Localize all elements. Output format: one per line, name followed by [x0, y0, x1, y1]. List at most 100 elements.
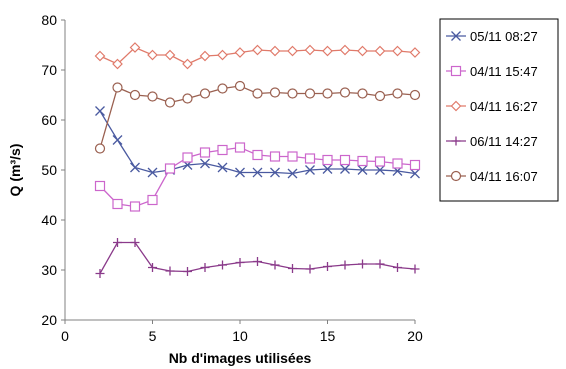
data-point: [94, 50, 106, 62]
data-point: [304, 88, 316, 99]
data-point: [269, 45, 281, 57]
data-point: [112, 198, 123, 210]
data-point: [130, 238, 140, 247]
data-point: [357, 45, 368, 57]
data-point: [182, 58, 193, 70]
data-point: [165, 266, 175, 276]
data-point: [94, 143, 106, 154]
data-point: [164, 97, 176, 108]
data-point: [287, 45, 298, 57]
x-tick-label: 0: [61, 328, 69, 344]
y-tick-label: 30: [41, 262, 57, 278]
x-tick-label: 20: [407, 328, 423, 344]
data-point: [199, 88, 211, 99]
series-1: [94, 142, 421, 212]
data-point: [410, 264, 420, 274]
data-point: [253, 257, 262, 266]
legend-marker: [450, 170, 462, 182]
data-point: [200, 263, 210, 272]
data-point: [374, 156, 386, 167]
data-point: [164, 163, 176, 174]
legend-label: 04/11 16:07: [470, 169, 538, 184]
data-point: [410, 168, 420, 179]
data-point: [235, 167, 245, 178]
data-point: [374, 45, 386, 57]
data-point: [409, 47, 421, 58]
data-point: [305, 165, 315, 175]
data-point: [217, 144, 228, 156]
data-point: [287, 168, 298, 179]
series-2: [94, 42, 421, 70]
data-point: [182, 152, 193, 163]
y-tick-label: 60: [41, 112, 57, 128]
data-point: [322, 88, 333, 99]
data-point: [358, 259, 367, 269]
y-ticks: 20 30 40 50 60 70 80: [41, 12, 65, 328]
data-point: [183, 267, 192, 276]
data-point: [287, 151, 298, 162]
series-0: [95, 106, 420, 179]
data-point: [95, 106, 105, 116]
data-point: [130, 162, 140, 173]
data-point: [375, 165, 385, 175]
data-point: [217, 49, 228, 61]
data-point: [357, 155, 368, 167]
data-point: [392, 45, 403, 57]
data-point: [252, 149, 263, 161]
legend-marker: [450, 65, 462, 77]
data-point: [392, 158, 403, 169]
legend-box: [439, 18, 559, 202]
data-point: [304, 44, 316, 56]
data-point: [217, 83, 228, 94]
x-ticks: 0 5 10 15 20: [61, 320, 423, 344]
data-point: [129, 42, 141, 53]
data-point: [323, 262, 332, 271]
data-point: [235, 258, 245, 267]
data-point: [270, 167, 280, 178]
series-3: [95, 238, 420, 278]
x-tick-label: 15: [320, 328, 336, 344]
data-point: [375, 259, 385, 269]
data-point: [95, 269, 105, 278]
data-point: [393, 263, 402, 272]
data-point: [374, 90, 386, 102]
y-tick-label: 40: [41, 212, 57, 228]
data-point: [234, 142, 246, 153]
data-point: [147, 49, 158, 61]
data-point: [148, 263, 157, 272]
x-axis-label: Nb d'images utilisées: [169, 350, 312, 366]
x-tick-label: 10: [232, 328, 248, 344]
legend-entry: 04/11 16:27: [446, 99, 538, 114]
data-point: [234, 47, 246, 58]
legend-entry: 06/11 14:27: [446, 134, 538, 149]
y-tick-label: 20: [41, 312, 57, 328]
data-point: [199, 147, 211, 158]
data-point: [252, 167, 263, 178]
data-point: [112, 58, 123, 70]
data-point: [339, 87, 351, 98]
series-group: [94, 42, 421, 278]
legend-marker: [450, 100, 462, 112]
legend-label: 06/11 14:27: [470, 134, 538, 149]
data-point: [217, 162, 228, 173]
data-point: [340, 164, 350, 174]
series-line: [99, 110, 416, 175]
legend-entry: 05/11 08:27: [446, 29, 538, 44]
legend-label: 04/11 16:27: [470, 99, 538, 114]
y-tick-label: 70: [41, 62, 57, 78]
data-point: [200, 158, 210, 169]
data-point: [147, 91, 158, 102]
data-point: [304, 153, 316, 164]
data-point: [147, 194, 158, 206]
x-tick-label: 5: [149, 328, 157, 344]
data-point: [357, 88, 368, 99]
data-point: [269, 87, 281, 98]
data-point: [129, 201, 141, 212]
data-point: [357, 165, 368, 175]
y-axis-label: Q (m³/s): [7, 144, 23, 197]
data-point: [322, 164, 333, 174]
data-point: [112, 82, 123, 93]
y-tick-label: 80: [41, 12, 57, 28]
data-point: [199, 50, 211, 62]
data-point: [340, 260, 350, 270]
